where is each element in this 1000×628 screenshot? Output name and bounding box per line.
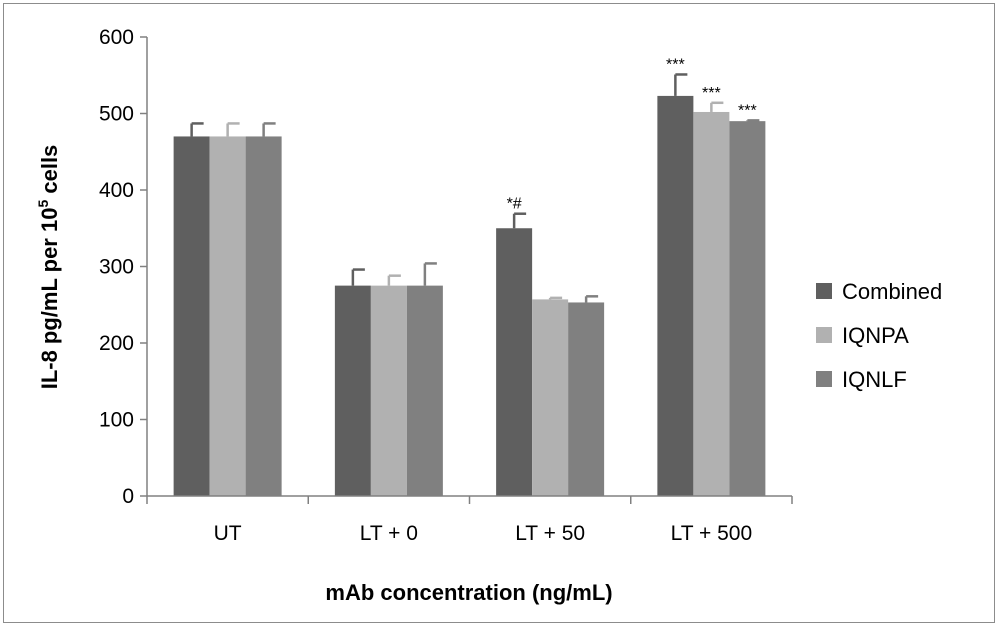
y-axis-title-tail: cells — [37, 145, 62, 200]
bar-iqnpa-1 — [209, 136, 246, 496]
y-tick-label: 200 — [99, 332, 134, 355]
bar-combined-4 — [657, 95, 694, 496]
y-axis-title: IL-8 pg/mL per 105 cells — [35, 145, 62, 390]
y-tick-label: 100 — [99, 409, 134, 432]
y-tick-label: 500 — [99, 103, 134, 126]
significance-annotation: *** — [702, 85, 721, 102]
y-axis-title-main: IL-8 pg/mL per 10 — [37, 208, 62, 390]
x-tick-label: LT + 50 — [515, 522, 585, 545]
legend-swatch-iqnlf — [816, 371, 832, 387]
bar-combined-1 — [173, 136, 210, 496]
significance-annotation: *** — [666, 56, 685, 73]
y-tick-label: 400 — [99, 179, 134, 202]
bar-iqnlf-1 — [245, 136, 282, 496]
bar-iqnpa-3 — [532, 299, 569, 496]
y-axis-ticks: 0 100 200 300 400 500 600 — [99, 26, 147, 508]
bar-combined-3 — [496, 228, 533, 496]
bar-iqnlf-3 — [568, 302, 605, 496]
x-axis-ticks: UT LT + 0 LT + 50 LT + 500 — [146, 496, 793, 545]
bar-iqnlf-2 — [406, 285, 443, 496]
legend-swatch-combined — [816, 283, 832, 299]
significance-annotation: *** — [738, 102, 757, 119]
x-tick-label: LT + 0 — [360, 522, 418, 545]
bar-iqnpa-4 — [693, 111, 730, 496]
y-axis-title-superscript: 5 — [35, 200, 51, 208]
bar-combined-2 — [334, 285, 371, 496]
x-tick-label: UT — [214, 522, 242, 545]
chart-marks: *# *** *** *** — [173, 56, 766, 497]
y-tick-label: 300 — [99, 256, 134, 279]
x-tick-label: LT + 500 — [671, 522, 753, 545]
y-tick-label: 0 — [122, 485, 134, 508]
bar-iqnlf-4 — [729, 121, 766, 497]
significance-annotation: *# — [507, 196, 522, 213]
y-tick-label: 600 — [99, 26, 134, 49]
legend-label-iqnlf: IQNLF — [842, 367, 907, 392]
legend-label-combined: Combined — [842, 279, 942, 304]
legend-swatch-iqnpa — [816, 327, 832, 343]
x-axis-title: mAb concentration (ng/mL) — [325, 580, 612, 605]
legend-label-iqnpa: IQNPA — [842, 323, 909, 348]
legend: Combined IQNPA IQNLF — [816, 279, 942, 392]
bar-iqnpa-2 — [370, 285, 407, 496]
